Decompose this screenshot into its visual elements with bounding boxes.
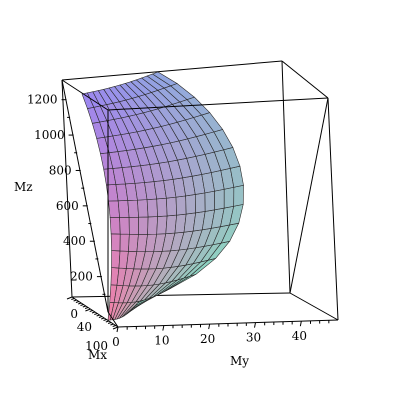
x-axis-title: My	[230, 354, 249, 368]
surface-patch	[127, 199, 139, 218]
surface-patch	[147, 216, 158, 235]
y-minor-tick	[80, 304, 84, 306]
y-minor-tick	[101, 317, 105, 320]
surface-patch	[138, 216, 149, 235]
z-tick-label: 600	[56, 199, 79, 213]
x-tick-mark	[116, 326, 119, 333]
y-minor-tick	[71, 298, 75, 300]
surface-patch	[109, 216, 121, 235]
x-tick-label: 20	[200, 332, 215, 346]
y-minor-tick	[84, 307, 89, 309]
y-minor-tick	[98, 316, 103, 318]
y-minor-tick	[78, 302, 82, 305]
y-minor-tick	[103, 319, 107, 321]
z-tick-label: 400	[63, 234, 86, 248]
y-minor-tick	[75, 301, 80, 303]
x-tick-mark	[254, 322, 256, 328]
surface-patch	[185, 194, 196, 215]
y-tick-mark	[112, 326, 119, 330]
x-tick-label: 30	[246, 331, 261, 345]
y-tick-mark	[85, 308, 91, 312]
z-axis-title: Mz	[14, 180, 33, 194]
plot-box-front	[61, 79, 339, 328]
surface-patch	[223, 186, 235, 209]
surface-patch	[119, 233, 130, 252]
surface-mesh	[81, 71, 244, 321]
box-edge-front	[107, 97, 329, 111]
box-edge-front	[289, 97, 329, 294]
y-tick-mark	[66, 296, 73, 300]
surface-patch	[214, 188, 225, 211]
box-edge-front	[61, 79, 109, 313]
surface-patch	[151, 71, 178, 87]
y-minor-tick	[96, 314, 100, 317]
z-tick-label: 200	[70, 270, 93, 284]
x-tick-label: 0	[112, 335, 120, 349]
box-edge-back	[61, 79, 73, 298]
y-axis-title: Mx	[88, 348, 107, 362]
surface-patch	[156, 215, 168, 235]
box-edge-back	[61, 60, 283, 81]
y-minor-tick	[107, 322, 112, 324]
y-tick-label: 0	[70, 307, 78, 321]
y-minor-tick	[105, 320, 109, 323]
box-edge-front	[107, 311, 119, 328]
y-minor-tick	[82, 305, 86, 308]
surface-patch	[111, 250, 121, 269]
surface-patch	[204, 190, 215, 212]
surface-patch	[128, 216, 139, 235]
box-edge-front	[327, 97, 339, 321]
y-minor-tick	[91, 311, 96, 314]
surface-patch	[233, 184, 244, 207]
y-minor-tick	[94, 313, 98, 315]
surface-patch	[166, 196, 177, 217]
x-tick-label: 10	[154, 334, 169, 348]
surface-patch	[146, 198, 158, 218]
surface-patch	[119, 216, 130, 235]
surface-patch	[117, 200, 130, 218]
surface-patch	[175, 195, 187, 216]
surface-patch	[110, 233, 121, 252]
x-tick-mark	[208, 323, 211, 330]
x-tick-mark	[162, 325, 165, 331]
y-tick-label: 40	[77, 320, 92, 334]
z-tick-label: 1000	[34, 128, 65, 142]
y-minor-tick	[73, 299, 77, 302]
x-tick-mark	[299, 321, 302, 327]
box-edge-back	[281, 60, 329, 99]
y-minor-tick	[89, 310, 93, 312]
surface-patch	[194, 192, 206, 214]
y-minor-tick	[110, 323, 114, 326]
z-tick-label: 800	[49, 163, 72, 177]
box-edge-back	[281, 60, 291, 294]
box-edge-front	[289, 292, 339, 321]
surface-patch	[156, 197, 168, 217]
z-tick-label: 1200	[27, 93, 58, 107]
surface-patch	[137, 199, 149, 218]
box-edge-front	[61, 79, 109, 111]
y-tick-label: 100	[85, 339, 108, 353]
surface-patch	[108, 200, 120, 218]
x-tick-label: 40	[292, 329, 307, 343]
y-minor-tick	[112, 325, 116, 327]
